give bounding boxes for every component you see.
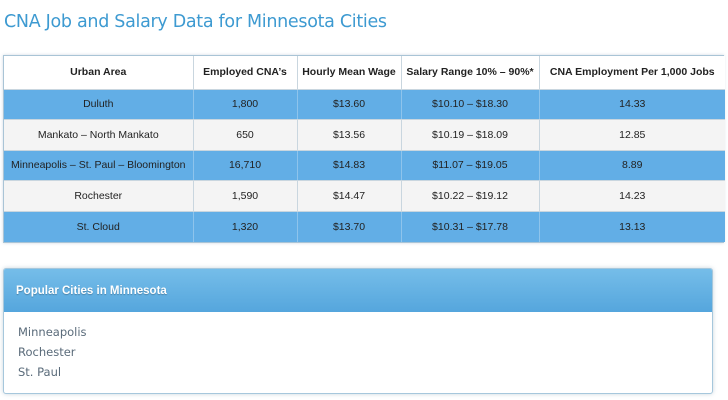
cell-salary-range: $10.22 – $19.12 (401, 180, 540, 212)
list-item: St. Paul (18, 362, 712, 382)
cell-hourly-wage: $13.60 (297, 89, 402, 121)
cell-hourly-wage: $13.56 (297, 119, 402, 151)
cell-urban-area: Rochester (4, 180, 194, 212)
cell-urban-area: Minneapolis – St. Paul – Bloomington (4, 150, 194, 182)
cell-employment-per-1000: 8.89 (539, 150, 725, 182)
cell-urban-area: Mankato – North Mankato (4, 119, 194, 151)
cell-hourly-wage: $13.70 (297, 211, 402, 242)
city-link-minneapolis[interactable]: Minneapolis (18, 325, 87, 339)
list-item: Rochester (18, 342, 712, 362)
cell-urban-area: St. Cloud (4, 211, 194, 242)
cell-employed: 16,710 (193, 150, 298, 182)
cell-employment-per-1000: 14.33 (539, 89, 725, 121)
cell-urban-area: Duluth (4, 89, 194, 121)
table-row: Rochester 1,590 $14.47 $10.22 – $19.12 1… (4, 180, 725, 212)
cell-employed: 1,590 (193, 180, 298, 212)
cell-salary-range: $10.19 – $18.09 (401, 119, 540, 151)
popular-cities-title: Popular Cities in Minnesota (16, 284, 167, 297)
popular-cities-panel: Popular Cities in Minnesota Minneapolis … (3, 268, 713, 394)
popular-cities-header: Popular Cities in Minnesota (4, 269, 712, 312)
table-row: Mankato – North Mankato 650 $13.56 $10.1… (4, 119, 725, 151)
cell-employed: 1,800 (193, 89, 298, 121)
table-row: Minneapolis – St. Paul – Bloomington 16,… (4, 150, 725, 182)
cell-employment-per-1000: 12.85 (539, 119, 725, 151)
cell-employment-per-1000: 13.13 (539, 211, 725, 242)
popular-cities-list: Minneapolis Rochester St. Paul (4, 312, 712, 382)
page-title: CNA Job and Salary Data for Minnesota Ci… (4, 12, 387, 32)
city-link-st-paul[interactable]: St. Paul (18, 365, 62, 379)
salary-table-container: Urban Area Employed CNA’s Hourly Mean Wa… (3, 55, 725, 243)
cell-salary-range: $10.10 – $18.30 (401, 89, 540, 121)
cell-salary-range: $11.07 – $19.05 (401, 150, 540, 182)
table-row: St. Cloud 1,320 $13.70 $10.31 – $17.78 1… (4, 211, 725, 242)
column-header-urban-area: Urban Area (4, 56, 194, 90)
cell-employment-per-1000: 14.23 (539, 180, 725, 212)
cell-hourly-wage: $14.83 (297, 150, 402, 182)
table-row: Duluth 1,800 $13.60 $10.10 – $18.30 14.3… (4, 89, 725, 121)
cell-hourly-wage: $14.47 (297, 180, 402, 212)
column-header-salary-range: Salary Range 10% – 90%* (401, 56, 540, 90)
salary-table: Urban Area Employed CNA’s Hourly Mean Wa… (4, 56, 725, 242)
column-header-employment-per-1000: CNA Employment Per 1,000 Jobs (539, 56, 725, 90)
column-header-hourly-wage: Hourly Mean Wage (297, 56, 402, 90)
city-link-rochester[interactable]: Rochester (18, 345, 76, 359)
cell-salary-range: $10.31 – $17.78 (401, 211, 540, 242)
list-item: Minneapolis (18, 322, 712, 342)
table-header-row: Urban Area Employed CNA’s Hourly Mean Wa… (4, 56, 725, 90)
cell-employed: 650 (193, 119, 298, 151)
cell-employed: 1,320 (193, 211, 298, 242)
column-header-employed: Employed CNA’s (193, 56, 298, 90)
